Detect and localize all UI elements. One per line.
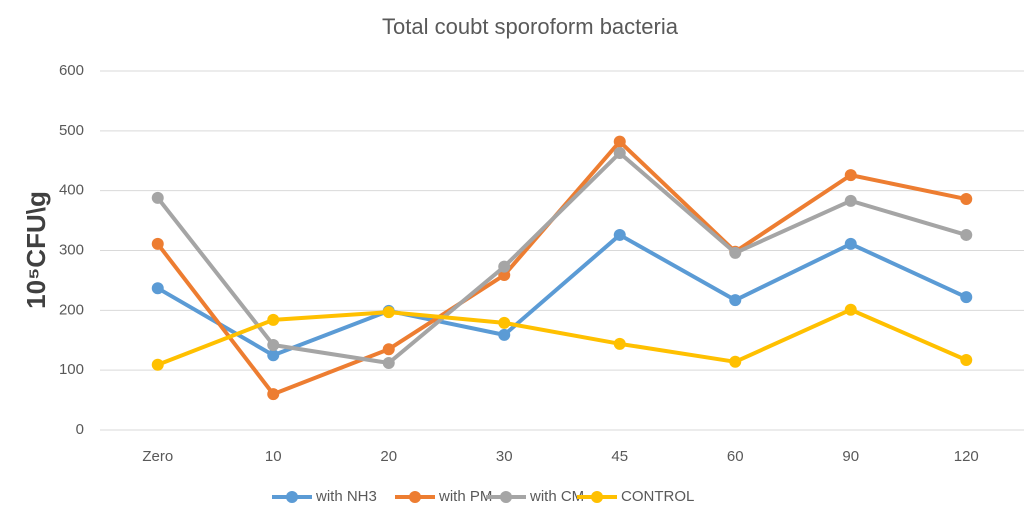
y-tick-label: 500 bbox=[59, 122, 84, 139]
data-point bbox=[267, 349, 280, 362]
data-point bbox=[151, 191, 164, 204]
x-tick-label: 20 bbox=[380, 448, 397, 465]
data-point bbox=[382, 306, 395, 319]
x-tick-label: 60 bbox=[727, 448, 744, 465]
x-tick-label: 10 bbox=[265, 448, 282, 465]
data-point bbox=[613, 337, 626, 350]
series-line bbox=[156, 150, 967, 365]
data-point bbox=[729, 355, 742, 368]
data-point bbox=[844, 303, 857, 316]
data-point bbox=[729, 246, 742, 259]
data-point bbox=[267, 339, 280, 352]
data-point bbox=[151, 282, 164, 295]
legend-marker bbox=[500, 491, 512, 503]
legend-label: CONTROL bbox=[621, 488, 694, 505]
data-point bbox=[267, 313, 280, 326]
data-point bbox=[844, 194, 857, 207]
x-tick-label: 45 bbox=[611, 448, 628, 465]
data-point bbox=[960, 353, 973, 366]
x-tick-label: Zero bbox=[142, 448, 173, 465]
data-point bbox=[960, 193, 973, 206]
data-point bbox=[498, 260, 511, 273]
data-point bbox=[498, 328, 511, 341]
legend-label: with NH3 bbox=[315, 488, 377, 505]
data-point bbox=[151, 358, 164, 371]
data-point bbox=[613, 146, 626, 159]
data-point bbox=[267, 388, 280, 401]
y-tick-label: 100 bbox=[59, 361, 84, 378]
data-point bbox=[729, 294, 742, 307]
data-point bbox=[844, 237, 857, 250]
y-axis-label: 10⁵CFU\g bbox=[21, 191, 51, 309]
x-tick-label: 120 bbox=[954, 448, 979, 465]
y-tick-label: 600 bbox=[59, 62, 84, 79]
data-point bbox=[613, 135, 626, 148]
y-tick-label: 200 bbox=[59, 301, 84, 318]
x-tick-label: 90 bbox=[842, 448, 859, 465]
series-line bbox=[156, 232, 968, 358]
data-point bbox=[960, 228, 973, 241]
y-tick-label: 0 bbox=[76, 421, 84, 438]
data-point bbox=[382, 356, 395, 369]
legend-marker bbox=[286, 491, 298, 503]
chart-title: Total coubt sporoform bacteria bbox=[382, 14, 679, 39]
data-point bbox=[151, 237, 164, 250]
series-line bbox=[157, 307, 968, 367]
legend-label: with CM bbox=[529, 488, 584, 505]
y-tick-label: 300 bbox=[59, 241, 84, 258]
legend-marker bbox=[591, 491, 603, 503]
legend-label: with PM bbox=[438, 488, 492, 505]
data-point bbox=[498, 269, 511, 282]
data-point bbox=[960, 291, 973, 304]
data-point bbox=[844, 169, 857, 182]
data-point bbox=[613, 228, 626, 241]
data-point bbox=[382, 343, 395, 356]
x-tick-label: 30 bbox=[496, 448, 513, 465]
y-tick-label: 400 bbox=[59, 182, 84, 199]
legend-marker bbox=[409, 491, 421, 503]
data-point bbox=[498, 316, 511, 329]
